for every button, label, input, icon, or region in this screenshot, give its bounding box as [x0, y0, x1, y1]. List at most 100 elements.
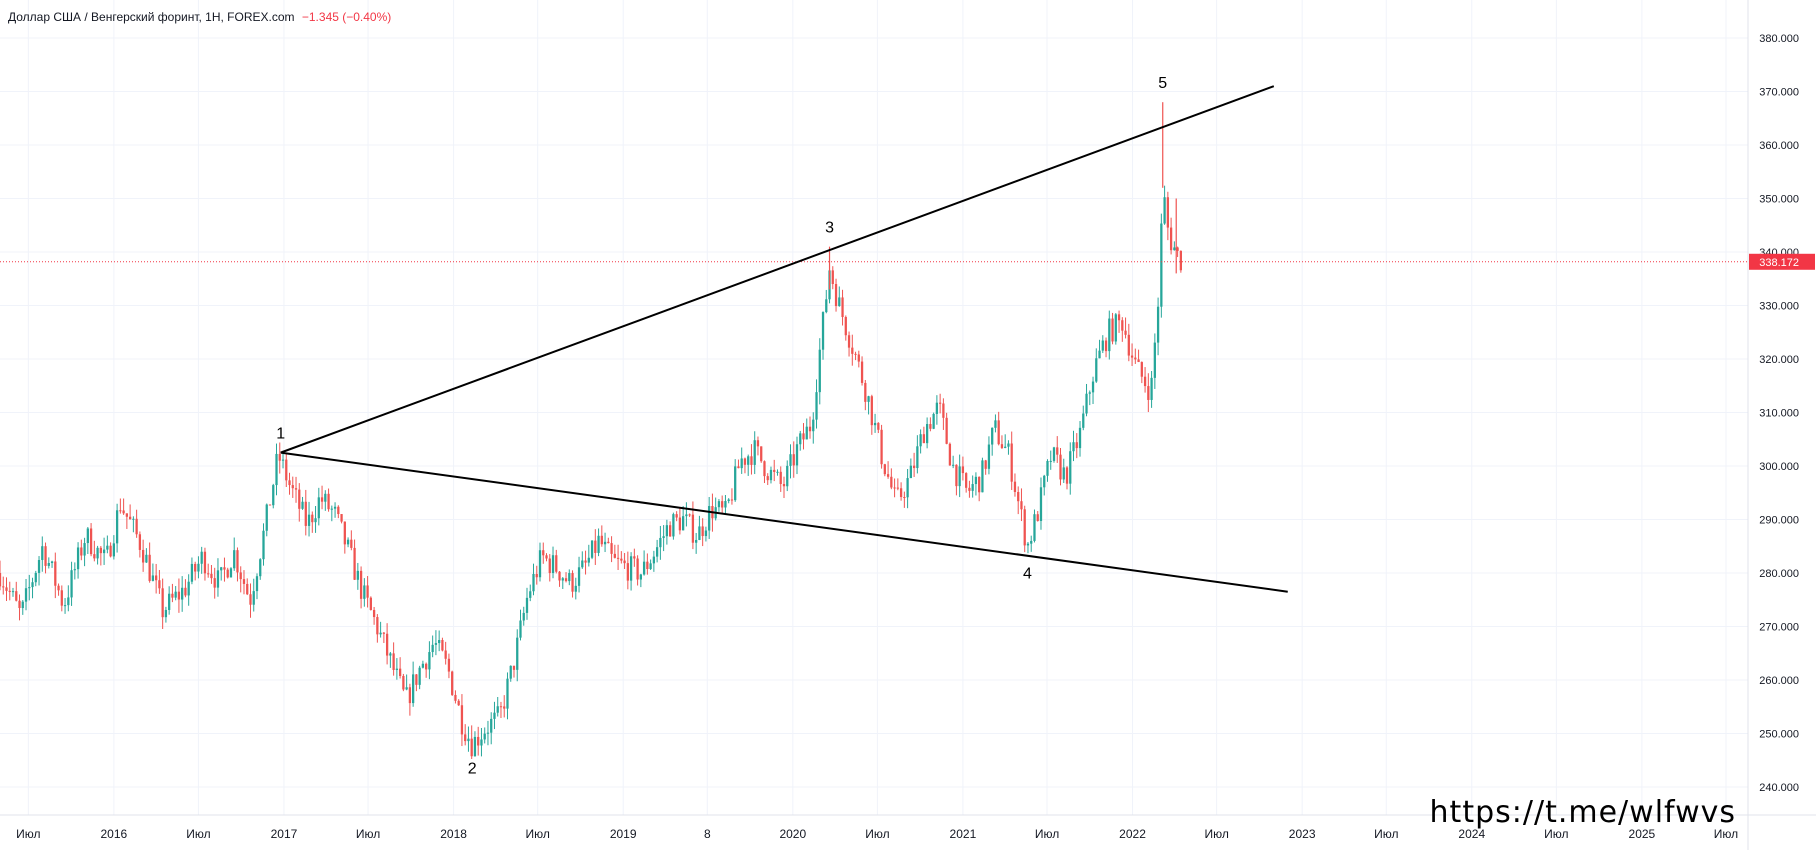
candle-body [431, 644, 434, 653]
candle-body [991, 427, 994, 445]
candle-body [1160, 223, 1163, 307]
candle-body [753, 440, 756, 465]
x-tick-label: Июл [356, 827, 380, 841]
candle-body [597, 535, 600, 553]
candle-body [750, 456, 753, 465]
y-tick-label: 290.000 [1759, 515, 1799, 527]
candle-body [490, 718, 493, 733]
candle-body [1098, 350, 1101, 359]
last-price-label: 338.172 [1759, 257, 1799, 269]
candle-body [418, 667, 421, 685]
candle-body [512, 665, 516, 670]
candle-body [115, 510, 119, 544]
candle-body [958, 466, 961, 487]
candle-body [128, 516, 132, 520]
candle-body [259, 559, 262, 577]
trendline [280, 451, 1288, 593]
candle-body [812, 419, 815, 432]
candle-body [600, 535, 603, 545]
candle-body [353, 547, 356, 580]
candle-body [499, 706, 503, 708]
candle-body [1075, 442, 1078, 449]
candle-body [54, 561, 57, 586]
candle-body [561, 578, 564, 581]
candle-body [568, 573, 571, 582]
candle-body [571, 573, 574, 592]
candle-body [350, 539, 353, 548]
candle-body [981, 460, 984, 493]
candle-body [594, 540, 597, 553]
candle-body [955, 464, 958, 487]
candle-body [890, 476, 893, 488]
x-tick-label: Июл [865, 827, 889, 841]
candle-body [70, 570, 73, 598]
candle-body [112, 543, 115, 557]
candle-body [340, 514, 343, 522]
y-tick-label: 320.000 [1759, 354, 1799, 366]
candle-body [896, 487, 899, 489]
candle-body [1143, 376, 1147, 387]
candle-body [818, 349, 821, 393]
candle-body [682, 516, 685, 531]
candle-body [870, 396, 873, 426]
candle-body [1052, 447, 1056, 461]
candle-body [948, 443, 952, 466]
candle-body [181, 587, 184, 600]
candle-body [864, 382, 867, 402]
candle-body [398, 668, 402, 676]
candle-body [155, 575, 158, 581]
candle-body [1043, 475, 1046, 488]
candle-body [291, 485, 294, 489]
candle-body [708, 506, 711, 531]
candle-body [789, 454, 792, 466]
x-tick-label: 2016 [101, 827, 128, 841]
candle-body [724, 501, 727, 508]
candle-body [1039, 487, 1043, 521]
candle-body [607, 541, 610, 544]
x-tick-label: Июл [1204, 827, 1228, 841]
candle-body [532, 573, 535, 592]
candle-body [73, 569, 76, 571]
candle-body [99, 547, 102, 554]
candle-body [805, 426, 808, 440]
candle-body [1153, 342, 1156, 378]
candle-body [285, 459, 288, 481]
candle-body [542, 550, 545, 556]
y-tick-label: 310.000 [1759, 408, 1799, 420]
candle-body [629, 556, 633, 581]
candle-body [447, 658, 451, 672]
candle-body [971, 484, 974, 491]
candle-body [1140, 362, 1143, 377]
candle-body [125, 513, 129, 517]
candle-body [229, 568, 233, 578]
x-tick-label: 2020 [779, 827, 806, 841]
candle-body [314, 518, 317, 523]
candle-body [428, 652, 431, 670]
candle-body [24, 588, 28, 602]
candle-body [893, 487, 896, 489]
candle-body [994, 420, 997, 428]
candle-body [47, 563, 50, 566]
candle-body [385, 633, 389, 656]
candle-body [545, 555, 548, 559]
candle-body [925, 424, 929, 444]
price-change: −1.345 (−0.40%) [301, 10, 392, 24]
candle-body [265, 504, 268, 531]
candle-body [50, 561, 54, 564]
candle-body [945, 417, 948, 444]
candle-body [590, 540, 594, 558]
candle-body [968, 487, 971, 491]
candle-body [220, 567, 223, 571]
candle-body [698, 526, 701, 540]
candle-body [89, 528, 93, 555]
candle-body [272, 485, 275, 506]
candle-body [1091, 381, 1095, 393]
candle-body [633, 556, 636, 559]
candle-body [363, 585, 366, 599]
candle-body [86, 528, 89, 544]
candle-body [37, 560, 41, 573]
candle-body [912, 465, 916, 469]
candle-body [974, 476, 978, 485]
